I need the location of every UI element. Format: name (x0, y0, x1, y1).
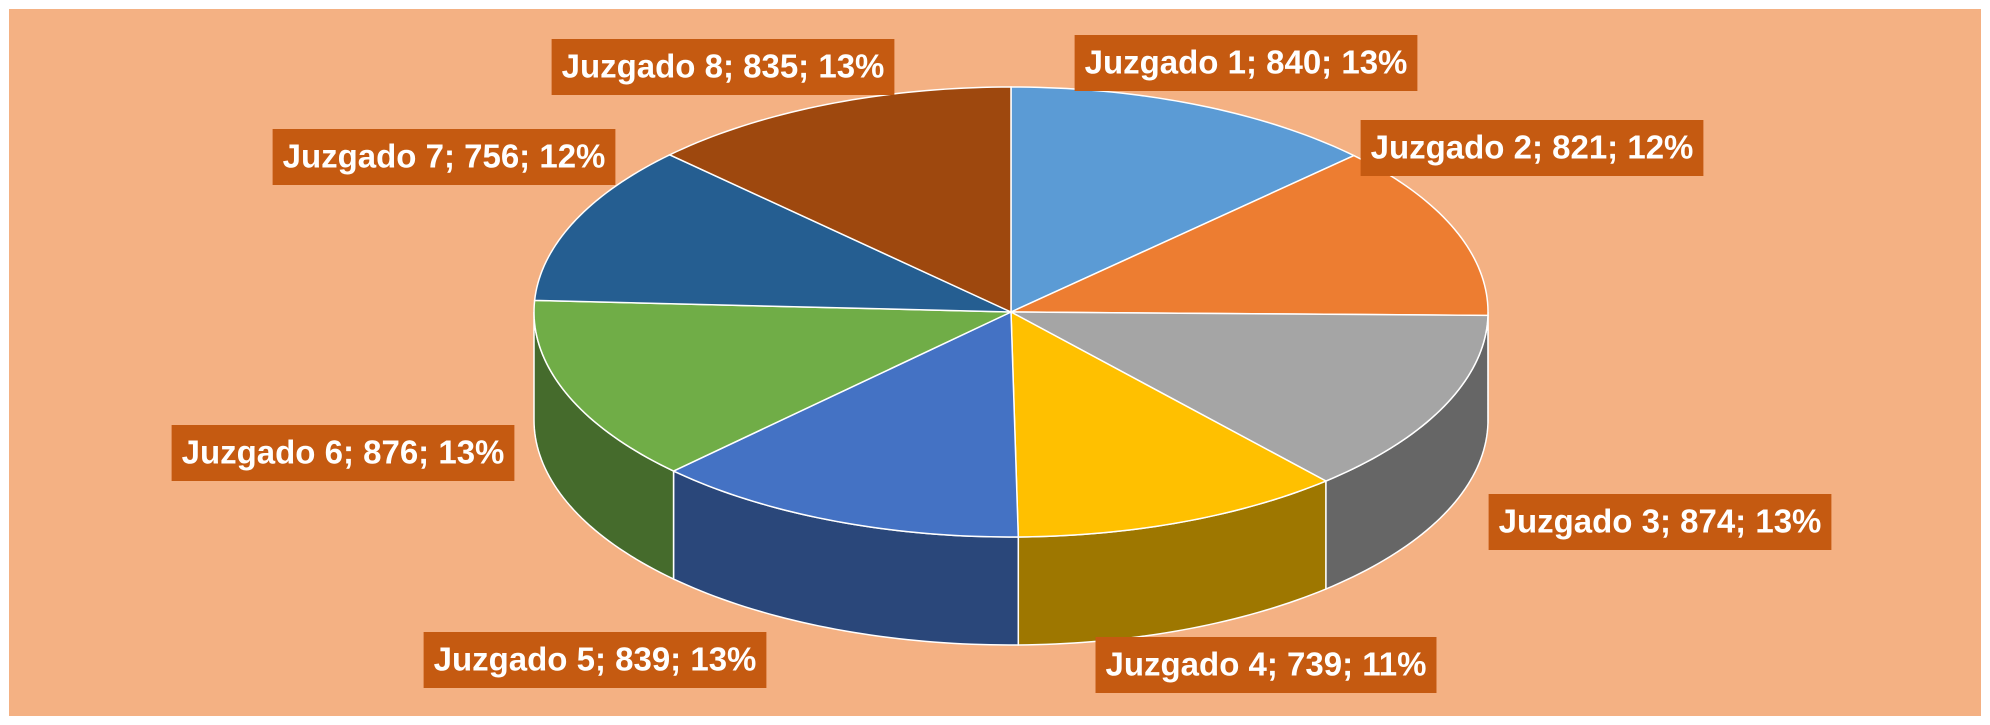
data-label-text: Juzgado 3; 874; 13% (1499, 503, 1822, 540)
data-label: Juzgado 8; 835; 13% (551, 39, 895, 95)
slices (533, 86, 1489, 538)
slice (667, 86, 1012, 314)
data-label-box (551, 39, 895, 95)
data-label: Juzgado 7; 756; 12% (272, 129, 616, 185)
data-label-box (1095, 637, 1437, 693)
data-label-text: Juzgado 5; 839; 13% (434, 641, 757, 678)
slice (533, 299, 1012, 472)
data-label-box (423, 632, 767, 688)
data-label: Juzgado 6; 876; 13% (171, 425, 515, 481)
data-label-text: Juzgado 7; 756; 12% (283, 138, 606, 175)
data-label: Juzgado 3; 874; 13% (1488, 494, 1832, 550)
slice (1010, 86, 1356, 314)
data-label-box (1360, 120, 1704, 176)
data-label-box (272, 129, 616, 185)
data-label-text: Juzgado 4; 739; 11% (1106, 646, 1427, 683)
data-label-box (1074, 35, 1418, 91)
slice (671, 310, 1020, 538)
data-label: Juzgado 2; 821; 12% (1360, 120, 1704, 176)
data-label: Juzgado 1; 840; 13% (1074, 35, 1418, 91)
slice (1010, 310, 1328, 538)
data-label-box (171, 425, 515, 481)
data-label-text: Juzgado 1; 840; 13% (1085, 44, 1408, 81)
data-label-box (1488, 494, 1832, 550)
data-label-text: Juzgado 2; 821; 12% (1371, 129, 1694, 166)
data-label: Juzgado 5; 839; 13% (423, 632, 767, 688)
data-label-text: Juzgado 6; 876; 13% (182, 434, 505, 471)
slice (533, 153, 1012, 313)
data-label: Juzgado 4; 739; 11% (1095, 637, 1437, 693)
data-label-text: Juzgado 8; 835; 13% (562, 48, 885, 85)
slice (1010, 311, 1489, 482)
